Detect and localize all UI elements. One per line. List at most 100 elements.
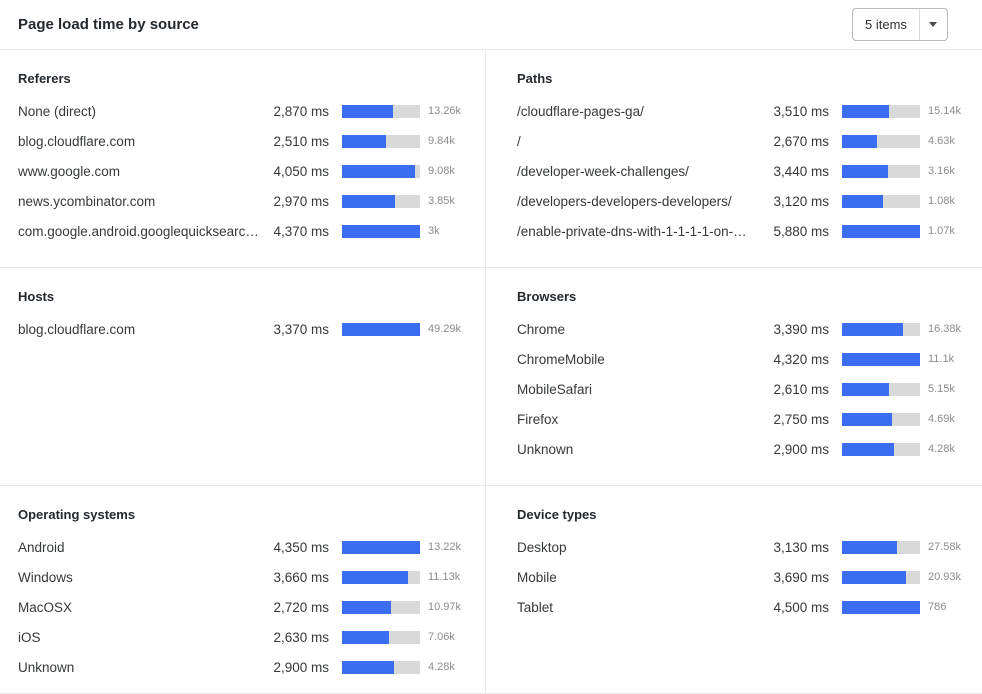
section-rows: blog.cloudflare.com 3,370 ms 49.29k: [18, 314, 468, 344]
bar-fill: [342, 104, 394, 118]
dropdown-separator: [918, 9, 920, 40]
source-label: Android: [18, 539, 65, 555]
source-label: Tablet: [517, 599, 554, 615]
source-row: Desktop 3,130 ms 27.58k: [517, 532, 968, 562]
bar-track: [842, 382, 920, 396]
section-paths: Paths /cloudflare-pages-ga/ 3,510 ms 15.…: [486, 50, 982, 267]
section-title: Paths: [517, 71, 553, 86]
load-time: 2,870 ms: [273, 103, 329, 119]
load-time: 4,500 ms: [773, 599, 829, 615]
load-time: 4,050 ms: [273, 163, 329, 179]
chevron-down-icon: [920, 22, 946, 27]
request-count: 4.69k: [928, 413, 955, 425]
load-time: 4,350 ms: [273, 539, 329, 555]
source-label: Windows: [18, 569, 73, 585]
bar-track: [842, 224, 920, 238]
bar-track: [342, 134, 420, 148]
load-time: 3,120 ms: [773, 193, 829, 209]
section-rows: Chrome 3,390 ms 16.38k ChromeMobile 4,32…: [517, 314, 968, 464]
source-label: /enable-private-dns-with-1-1-1-1-on-…: [517, 223, 747, 239]
source-row: iOS 2,630 ms 7.06k: [18, 622, 468, 652]
bar-track: [842, 570, 920, 584]
source-label: blog.cloudflare.com: [18, 133, 136, 149]
bar-fill: [842, 540, 897, 554]
source-label: MobileSafari: [517, 381, 593, 397]
source-row: /cloudflare-pages-ga/ 3,510 ms 15.14k: [517, 96, 968, 126]
bar-fill: [842, 224, 920, 238]
source-row: MobileSafari 2,610 ms 5.15k: [517, 374, 968, 404]
bar-fill: [342, 164, 415, 178]
source-label: iOS: [18, 629, 41, 645]
section-rows: None (direct) 2,870 ms 13.26k blog.cloud…: [18, 96, 468, 246]
bar-fill: [842, 570, 906, 584]
request-count: 20.93k: [928, 571, 962, 583]
source-label: /: [517, 133, 521, 149]
bar-track: [342, 570, 420, 584]
request-count: 9.84k: [428, 135, 455, 147]
source-row: MacOSX 2,720 ms 10.97k: [18, 592, 468, 622]
bar-track: [342, 224, 420, 238]
bar-fill: [842, 322, 903, 336]
items-count-dropdown[interactable]: 5 items: [852, 8, 948, 41]
bar-fill: [842, 412, 892, 426]
bar-track: [842, 164, 920, 178]
section-hosts: Hosts blog.cloudflare.com 3,370 ms 49.29…: [0, 267, 486, 485]
source-row: Chrome 3,390 ms 16.38k: [517, 314, 968, 344]
source-row: com.google.android.googlequicksearc… 4,3…: [18, 216, 468, 246]
section-title: Hosts: [18, 289, 55, 304]
section-rows: Android 4,350 ms 13.22k Windows 3,660 ms…: [18, 532, 468, 682]
source-label: /developers-developers-developers/: [517, 193, 732, 209]
source-row: Unknown 2,900 ms 4.28k: [18, 652, 468, 682]
request-count: 3.85k: [428, 195, 455, 207]
bar-track: [342, 104, 420, 118]
source-row: /developer-week-challenges/ 3,440 ms 3.1…: [517, 156, 968, 186]
bar-fill: [842, 194, 884, 208]
request-count: 27.58k: [928, 541, 962, 553]
load-time: 5,880 ms: [773, 223, 829, 239]
bar-fill: [342, 660, 395, 674]
source-label: Unknown: [18, 659, 75, 675]
source-label: www.google.com: [18, 163, 121, 179]
source-label: Desktop: [517, 539, 567, 555]
source-label: blog.cloudflare.com: [18, 321, 136, 337]
request-count: 13.22k: [428, 541, 462, 553]
bar-track: [342, 194, 420, 208]
source-row: Firefox 2,750 ms 4.69k: [517, 404, 968, 434]
source-row: Tablet 4,500 ms 786: [517, 592, 968, 622]
page-title: Page load time by source: [18, 16, 199, 33]
section-browsers: Browsers Chrome 3,390 ms 16.38k ChromeMo…: [486, 267, 982, 485]
bar-track: [842, 194, 920, 208]
bar-fill: [342, 224, 420, 238]
request-count: 13.26k: [428, 105, 462, 117]
source-row: news.ycombinator.com 2,970 ms 3.85k: [18, 186, 468, 216]
bar-track: [342, 322, 420, 336]
load-time: 3,510 ms: [773, 103, 829, 119]
source-label: Chrome: [517, 321, 566, 337]
section-rows: /cloudflare-pages-ga/ 3,510 ms 15.14k / …: [517, 96, 968, 246]
source-label: /developer-week-challenges/: [517, 163, 689, 179]
section-title: Referers: [18, 71, 71, 86]
source-row: blog.cloudflare.com 2,510 ms 9.84k: [18, 126, 468, 156]
request-count: 49.29k: [428, 323, 462, 335]
section-title: Operating systems: [18, 507, 136, 522]
load-time: 4,370 ms: [273, 223, 329, 239]
bar-fill: [842, 352, 920, 366]
bar-track: [842, 104, 920, 118]
request-count: 16.38k: [928, 323, 962, 335]
bar-track: [842, 540, 920, 554]
section-title: Device types: [517, 507, 597, 522]
bar-track: [342, 660, 420, 674]
load-time: 2,900 ms: [273, 659, 329, 675]
load-time: 3,660 ms: [273, 569, 329, 585]
request-count: 3.16k: [928, 165, 955, 177]
request-count: 10.97k: [428, 601, 462, 613]
source-label: /cloudflare-pages-ga/: [517, 103, 644, 119]
request-count: 15.14k: [928, 105, 962, 117]
source-label: MacOSX: [18, 599, 73, 615]
request-count: 11.13k: [428, 571, 461, 583]
request-count: 786: [928, 601, 947, 613]
bar-track: [842, 442, 920, 456]
load-time: 2,510 ms: [273, 133, 329, 149]
request-count: 11.1k: [928, 353, 955, 365]
